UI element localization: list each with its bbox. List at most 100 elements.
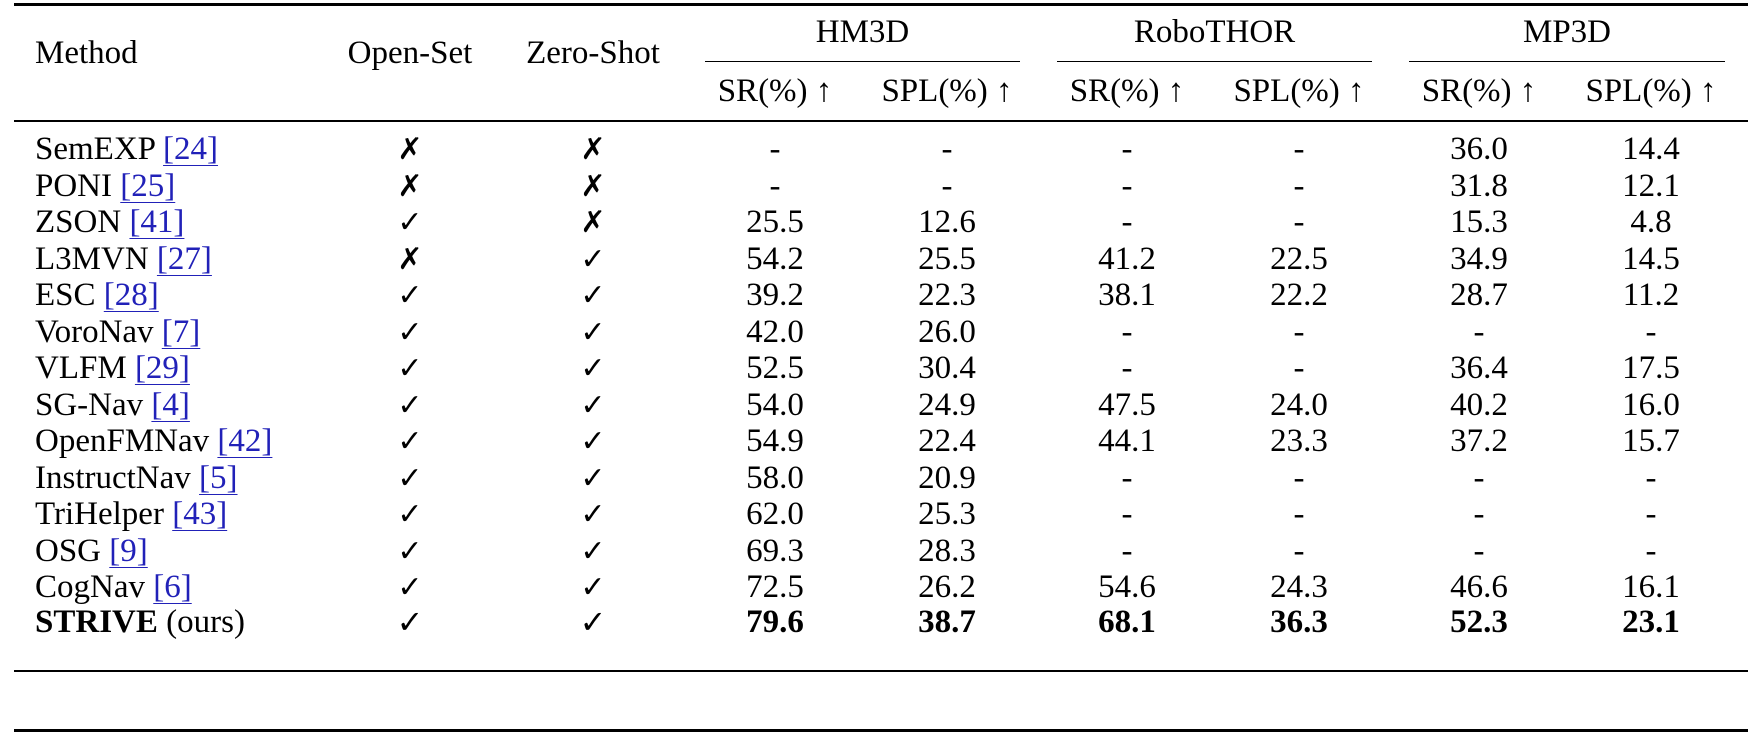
value-robothor-sr: -: [1121, 168, 1133, 204]
row-method: InstructNav [5]: [35, 462, 238, 495]
value-robothor-sr: 44.1: [1098, 423, 1156, 459]
check-icon: ✓: [580, 570, 606, 605]
header-method: Method: [35, 35, 138, 71]
value-robothor-sr: 68.1: [1098, 604, 1156, 640]
value-mp3d-spl: 11.2: [1622, 277, 1680, 313]
row-method: CogNav [6]: [35, 571, 192, 604]
value-robothor-spl: 23.3: [1270, 423, 1328, 459]
value-mp3d-sr: -: [1473, 460, 1485, 496]
header-group-hm3d: HM3D: [815, 14, 910, 50]
value-mp3d-spl: 16.0: [1622, 387, 1680, 423]
citation-link[interactable]: [41]: [129, 204, 185, 240]
row-method: VLFM [29]: [35, 352, 190, 385]
citation-link[interactable]: [5]: [199, 460, 238, 496]
value-hm3d-sr: 25.5: [746, 204, 804, 240]
check-icon: ✓: [580, 242, 606, 277]
citation-link[interactable]: [25]: [120, 168, 176, 204]
method-name: TriHelper: [35, 496, 164, 532]
citation-link[interactable]: [24]: [163, 131, 219, 167]
row-method: SG-Nav [4]: [35, 389, 190, 422]
check-icon: ✓: [580, 461, 606, 496]
method-name: CogNav: [35, 569, 145, 605]
final-row-method: STRIVE (ours): [35, 606, 245, 639]
check-icon: ✓: [397, 351, 423, 386]
citation-link[interactable]: [27]: [156, 241, 212, 277]
method-name: OSG: [35, 533, 102, 569]
citation-link[interactable]: [43]: [172, 496, 228, 532]
method-name: ZSON: [35, 204, 122, 240]
cross-icon: ✗: [397, 242, 423, 277]
check-icon: ✓: [580, 388, 606, 423]
value-hm3d-sr: 62.0: [746, 496, 804, 532]
check-icon: ✓: [397, 497, 423, 532]
value-robothor-spl: -: [1293, 496, 1305, 532]
citation-link[interactable]: [6]: [153, 569, 192, 605]
value-robothor-spl: -: [1293, 350, 1305, 386]
cross-icon: ✗: [397, 132, 423, 167]
check-icon: ✓: [397, 424, 423, 459]
value-mp3d-sr: 40.2: [1450, 387, 1508, 423]
value-hm3d-spl: 22.3: [918, 277, 976, 313]
value-mp3d-sr: -: [1473, 314, 1485, 350]
value-robothor-spl: 24.0: [1270, 387, 1328, 423]
citation-link[interactable]: [9]: [109, 533, 148, 569]
value-mp3d-sr: 37.2: [1450, 423, 1508, 459]
value-hm3d-spl: 20.9: [918, 460, 976, 496]
value-hm3d-sr: 54.9: [746, 423, 804, 459]
check-icon: ✓: [580, 497, 606, 532]
check-icon: ✓: [397, 205, 423, 240]
value-robothor-spl: 24.3: [1270, 569, 1328, 605]
check-icon: ✓: [580, 351, 606, 386]
row-method: PONI [25]: [35, 170, 175, 203]
value-robothor-sr: -: [1121, 533, 1133, 569]
value-hm3d-spl: 38.7: [918, 604, 976, 640]
check-icon: ✓: [397, 570, 423, 605]
check-icon: ✓: [580, 424, 606, 459]
check-icon: ✓: [580, 534, 606, 569]
check-icon: ✓: [579, 603, 607, 641]
header-mp3d-sr: SR(%) ↑: [1421, 73, 1537, 109]
check-icon: ✓: [396, 603, 424, 641]
value-mp3d-sr: 46.6: [1450, 569, 1508, 605]
value-mp3d-spl: 14.4: [1622, 131, 1680, 167]
value-hm3d-sr: 58.0: [746, 460, 804, 496]
citation-link[interactable]: [7]: [161, 314, 201, 350]
value-mp3d-sr: 36.4: [1450, 350, 1508, 386]
citation-link[interactable]: [4]: [151, 387, 190, 423]
value-robothor-spl: 36.3: [1270, 604, 1328, 640]
method-name: VLFM: [35, 350, 127, 386]
value-mp3d-spl: 12.1: [1622, 168, 1680, 204]
value-hm3d-sr: 72.5: [746, 569, 804, 605]
value-hm3d-sr: 69.3: [746, 533, 804, 569]
value-robothor-sr: -: [1121, 496, 1133, 532]
citation-link[interactable]: [29]: [134, 350, 190, 386]
value-robothor-spl: 22.2: [1270, 277, 1328, 313]
top-rule: [14, 3, 1748, 6]
value-robothor-sr: 54.6: [1098, 569, 1156, 605]
method-name: InstructNav: [35, 460, 191, 496]
check-icon: ✓: [397, 388, 423, 423]
value-robothor-spl: -: [1293, 460, 1305, 496]
check-icon: ✓: [580, 278, 606, 313]
value-hm3d-spl: -: [941, 168, 953, 204]
value-robothor-sr: -: [1121, 131, 1133, 167]
method-name: L3MVN: [35, 241, 149, 277]
citation-link[interactable]: [28]: [103, 277, 159, 313]
check-icon: ✓: [397, 534, 423, 569]
value-robothor-spl: -: [1293, 131, 1305, 167]
citation-link[interactable]: [42]: [217, 423, 273, 459]
value-mp3d-spl: -: [1645, 460, 1657, 496]
value-hm3d-sr: 79.6: [746, 604, 804, 640]
value-robothor-spl: -: [1293, 314, 1305, 350]
check-icon: ✓: [580, 315, 606, 350]
cross-icon: ✗: [580, 132, 606, 167]
row-method: TriHelper [43]: [35, 498, 227, 531]
value-mp3d-sr: 28.7: [1450, 277, 1508, 313]
robothor-cmidrule: [1057, 61, 1372, 62]
value-mp3d-sr: -: [1473, 496, 1485, 532]
value-mp3d-sr: 36.0: [1450, 131, 1508, 167]
value-robothor-sr: -: [1121, 204, 1133, 240]
value-hm3d-spl: -: [941, 131, 953, 167]
value-robothor-spl: -: [1293, 204, 1305, 240]
